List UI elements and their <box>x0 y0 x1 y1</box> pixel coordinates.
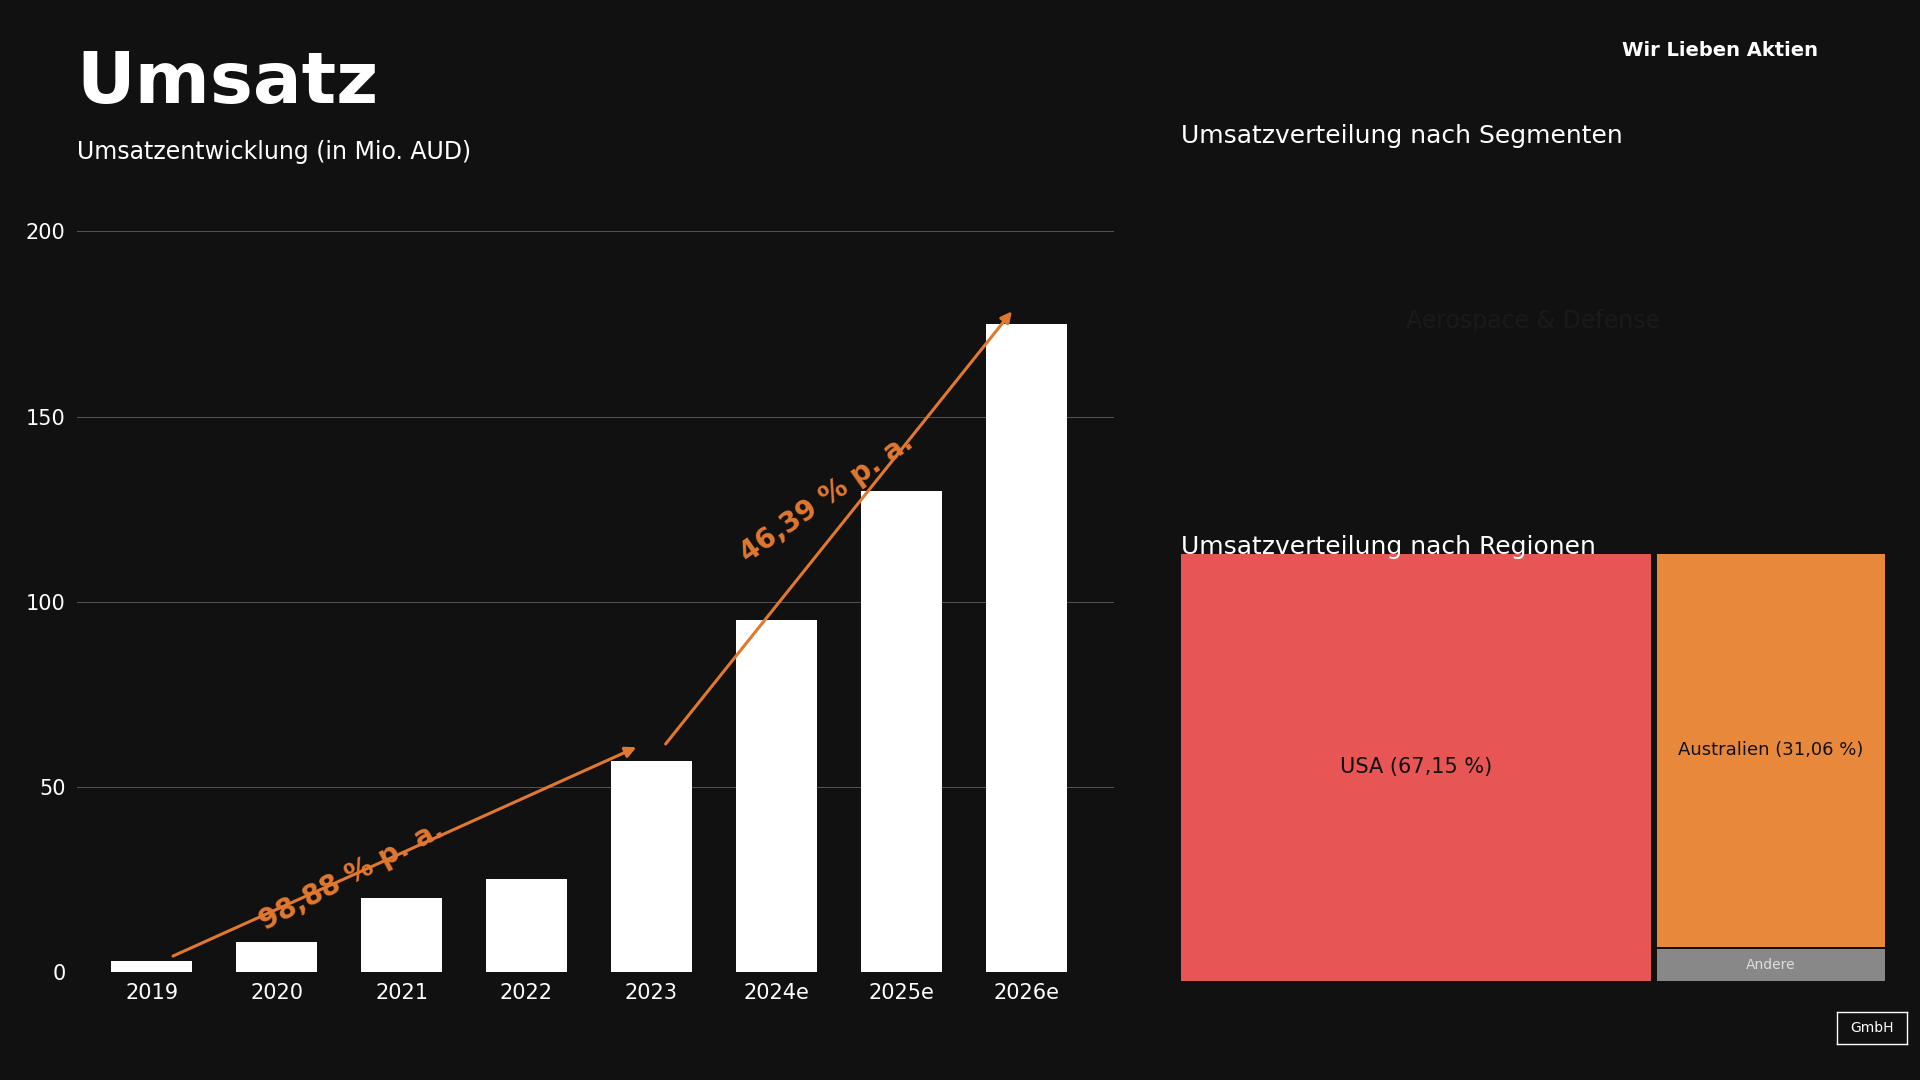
Text: 98,88 % p. a.: 98,88 % p. a. <box>255 815 449 936</box>
Bar <box>111 961 192 972</box>
Text: Umsatzentwicklung (in Mio. AUD): Umsatzentwicklung (in Mio. AUD) <box>77 140 470 164</box>
Bar <box>1657 948 1885 981</box>
Text: Andere: Andere <box>1747 958 1795 972</box>
Bar <box>486 879 566 972</box>
Text: Wir Lieben Aktien: Wir Lieben Aktien <box>1622 41 1818 60</box>
Text: GmbH: GmbH <box>1851 1022 1893 1035</box>
Bar <box>361 897 442 972</box>
Bar <box>236 943 317 972</box>
Text: Umsatzverteilung nach Segmenten: Umsatzverteilung nach Segmenten <box>1181 124 1622 148</box>
Bar <box>611 761 691 972</box>
Bar <box>1181 554 1651 981</box>
Text: Aerospace & Defense: Aerospace & Defense <box>1405 309 1661 334</box>
Text: Umsatz: Umsatz <box>77 49 378 118</box>
Text: 46,39 % p. a.: 46,39 % p. a. <box>735 428 918 568</box>
Bar <box>860 490 943 972</box>
Text: Australien (31,06 %): Australien (31,06 %) <box>1678 742 1864 759</box>
Bar <box>735 620 816 972</box>
Bar <box>1657 554 1885 947</box>
Text: USA (67,15 %): USA (67,15 %) <box>1340 757 1492 778</box>
Text: Umsatzverteilung nach Regionen: Umsatzverteilung nach Regionen <box>1181 535 1596 558</box>
Bar <box>985 324 1068 972</box>
